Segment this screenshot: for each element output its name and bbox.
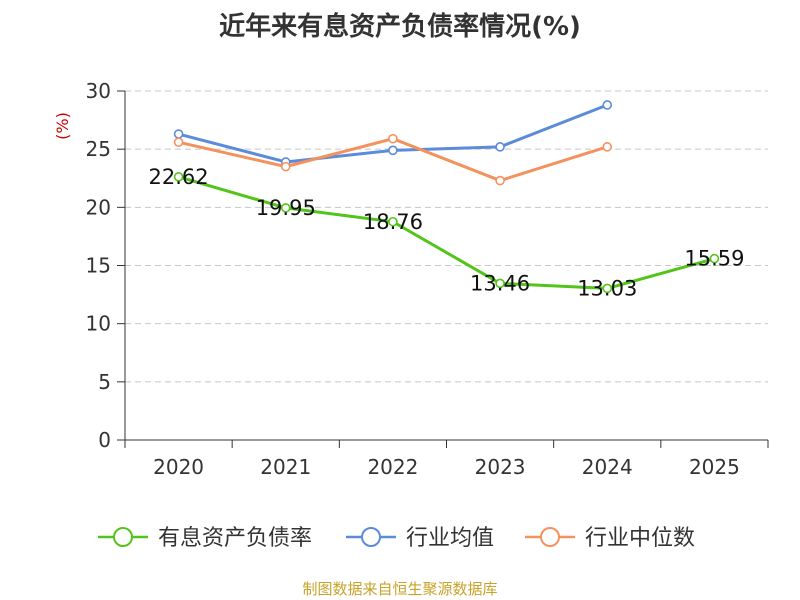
data-point [709,253,720,264]
x-tick-label: 2025 [689,455,740,479]
series-line-0 [178,175,715,290]
y-tick-label: 25 [86,137,111,161]
gridlines [125,90,768,383]
data-point [173,137,184,147]
legend-entry: 有息资产负债率 [158,526,312,551]
data-label: 13.46 [470,271,530,295]
data-point [495,175,505,186]
data-point [388,133,398,144]
data-point [602,100,613,110]
data-point [495,278,505,289]
legend-swatch-marker [540,527,560,547]
source-note: 制图数据来自恒生聚源数据库 [302,580,498,598]
legend: 有息资产负债率 行业均值 行业中位数 [98,526,695,551]
x-tick-label: 2021 [260,455,311,479]
legend-swatch-marker [361,527,381,547]
data-point [602,142,613,152]
x-axis-ticks: 2020 2021 2022 2023 2024 2025 [124,440,769,479]
data-label: 19.95 [256,196,316,220]
legend-entry: 行业中位数 [585,526,695,551]
data-point [280,203,291,213]
data-point [495,142,505,152]
data-label: 22.62 [149,165,209,189]
y-tick-label: 5 [98,370,111,394]
data-point [280,161,291,172]
legend-swatch-marker [113,527,133,547]
y-axis-ticks: 0 5 10 15 20 25 30 [86,79,125,452]
chart-title: 近年来有息资产负债率情况(%) [219,12,581,42]
y-tick-label: 15 [86,254,111,278]
legend-entry: 行业均值 [406,526,494,551]
y-tick-label: 10 [86,312,111,336]
y-tick-label: 30 [86,79,111,103]
data-point [602,283,613,294]
data-label: 18.76 [363,210,423,234]
y-tick-label: 0 [98,428,111,452]
data-point [173,129,184,139]
data-point [173,172,184,182]
x-tick-label: 2022 [367,455,418,479]
x-tick-label: 2020 [153,455,204,479]
series-line-2 [178,137,608,183]
data-point [388,216,398,227]
data-label: 15.59 [684,247,744,271]
y-tick-label: 20 [86,195,111,219]
y-axis-label: (%) [53,112,72,140]
x-tick-label: 2024 [582,455,633,479]
series-lines [173,100,720,294]
x-tick-label: 2023 [475,455,526,479]
data-labels: 22.62 19.95 18.76 13.46 13.03 15.59 [149,165,745,301]
data-label: 13.03 [577,276,637,300]
data-point [388,145,398,156]
